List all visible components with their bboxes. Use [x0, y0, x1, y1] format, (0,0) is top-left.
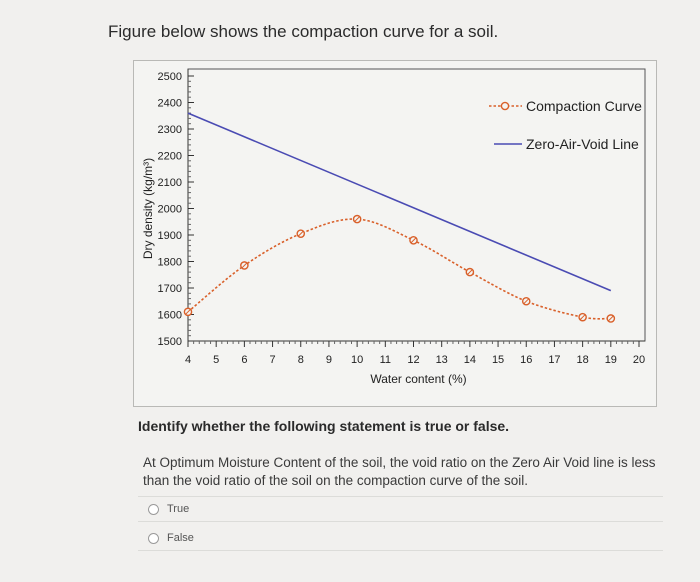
y-tick-label: 2200: [158, 151, 182, 163]
y-axis-label: Dry density (kg/m³): [141, 158, 155, 259]
x-tick-label: 18: [577, 354, 589, 366]
legend-compaction-label: Compaction Curve: [526, 98, 642, 114]
y-tick-label: 1700: [158, 283, 182, 295]
y-tick-label: 1500: [158, 336, 182, 348]
x-tick-label: 9: [326, 354, 332, 366]
x-tick-label: 14: [464, 354, 476, 366]
compaction-point-slash: [241, 262, 247, 269]
compaction-point-slash: [298, 231, 304, 237]
x-axis-label: Water content (%): [370, 372, 466, 386]
compaction-point-slash: [354, 216, 360, 222]
question-text: Identify whether the following statement…: [138, 418, 510, 434]
zero-air-void-line: [187, 112, 612, 292]
legend-zav-label: Zero-Air-Void Line: [526, 136, 639, 152]
legend-compaction-marker: [500, 101, 510, 111]
option-true-label: True: [167, 503, 190, 515]
x-tick-label: 8: [298, 354, 304, 366]
x-tick-label: 16: [520, 354, 532, 366]
compaction-curve: [187, 218, 611, 320]
y-tick-label: 2300: [158, 124, 182, 136]
x-tick-label: 20: [633, 354, 645, 366]
answer-options: True False: [138, 496, 663, 551]
x-tick-label: 15: [492, 354, 504, 366]
compaction-point-slash: [185, 309, 191, 315]
y-tick-label: 1900: [158, 230, 182, 242]
y-tick-label: 2400: [158, 98, 182, 110]
y-tick-label: 2500: [158, 71, 182, 83]
page-title: Figure below shows the compaction curve …: [108, 22, 499, 41]
y-tick-label: 1600: [158, 310, 182, 322]
x-tick-label: 11: [380, 354, 391, 366]
chart-panel: 1500 1600 1700 1800 1900 2000 2100 2200 2300 2400…: [133, 60, 657, 407]
x-tick-label: 4: [185, 354, 191, 366]
x-tick-label: 13: [436, 354, 448, 366]
option-false[interactable]: False: [138, 526, 663, 551]
radio-false[interactable]: [148, 532, 159, 544]
compaction-point-slash: [608, 315, 614, 322]
compaction-point-slash: [410, 237, 417, 243]
x-tick-label: 19: [605, 354, 617, 366]
x-tick-label: 17: [548, 354, 560, 366]
y-tick-label: 2100: [158, 177, 182, 189]
x-tick-label: 6: [241, 354, 247, 366]
x-tick-label: 10: [351, 354, 363, 366]
compaction-chart: 1500 1600 1700 1800 1900 2000 2100 2200 2300 2400…: [141, 68, 646, 386]
x-tick-label: 5: [213, 354, 219, 366]
x-tick-label: 7: [270, 354, 276, 366]
compaction-point-slash: [523, 298, 529, 304]
radio-true[interactable]: [148, 503, 159, 515]
y-tick-label: 1800: [158, 257, 182, 269]
option-false-label: False: [167, 532, 194, 544]
option-true[interactable]: True: [138, 496, 663, 522]
y-tick-label: 2000: [158, 204, 182, 216]
statement-text: At Optimum Moisture Content of the soil,…: [143, 455, 656, 488]
x-tick-label: 12: [407, 354, 419, 366]
compaction-point-slash: [467, 269, 473, 275]
compaction-point-slash: [580, 314, 586, 320]
